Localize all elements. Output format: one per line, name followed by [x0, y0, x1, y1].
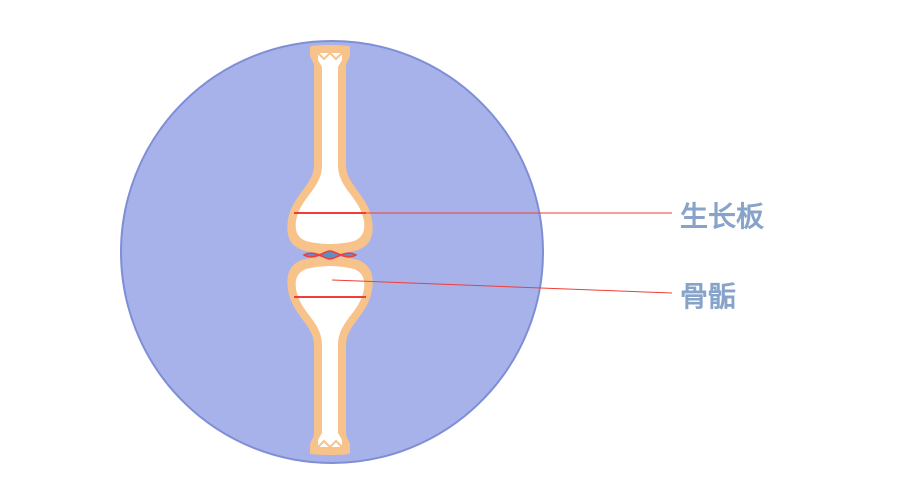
label-growth-plate: 生长板	[680, 195, 764, 235]
diagram-stage: 生长板 骨骺	[0, 0, 900, 500]
upper-bone-inner	[296, 53, 365, 244]
cartilage-meniscus	[304, 251, 356, 259]
lower-bone-inner	[296, 266, 365, 447]
bone-joint-illustration	[280, 45, 380, 455]
label-epiphysis: 骨骺	[680, 275, 736, 315]
